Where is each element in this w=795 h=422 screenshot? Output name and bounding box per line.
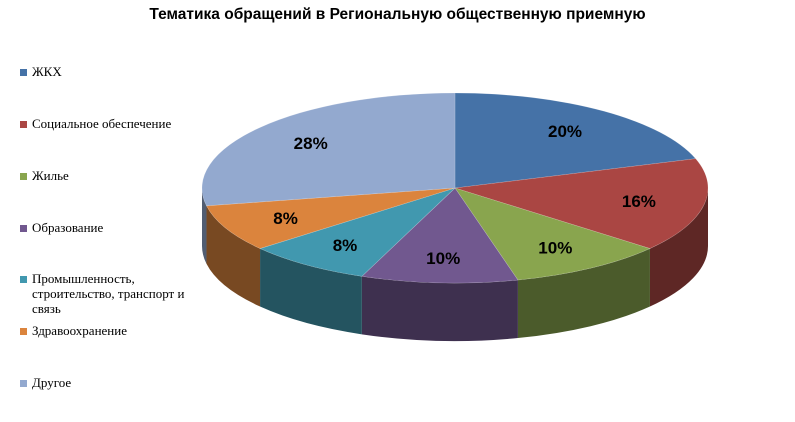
pie-slice-side [260,248,362,335]
pie-value-label: 16% [622,192,656,211]
pie-slice-side [649,188,708,307]
legend-item: Социальное обеспечение [20,116,207,131]
legend-item: Жилье [20,168,207,183]
pie-side-walls [202,188,708,341]
pie-value-label: 10% [538,238,572,257]
pie-slice-side [206,205,261,307]
legend-label: Жилье [32,168,69,183]
legend-label: ЖКХ [32,64,62,79]
pie-value-label: 8% [273,209,298,228]
legend-item: Образование [20,220,207,235]
legend-item: Здравоохранение [20,323,207,338]
pie-slice [454,187,651,281]
pie-slice-side [517,248,650,339]
pie-slice-side [202,188,207,264]
pie-value-label: 20% [548,122,582,141]
pie-slice-side [361,276,518,341]
legend-swatch [20,380,27,387]
pie-slice [454,92,697,189]
legend-swatch [20,173,27,180]
legend-item: Промышленность, строительство, транспорт… [20,271,207,316]
pie-slice [454,158,709,249]
legend-label: Другое [32,375,72,390]
legend-swatch [20,225,27,232]
legend-swatch [20,328,27,335]
legend-item: ЖКХ [20,64,207,79]
legend-swatch [20,276,27,283]
pie-top [201,92,709,284]
legend-label: Образование [32,220,104,235]
legend-swatch [20,121,27,128]
legend-label: Социальное обеспечение [32,116,172,131]
pie-value-label: 8% [333,236,358,255]
legend-item: Другое [20,375,207,390]
legend-label: Промышленность, строительство, транспорт… [32,271,185,316]
pie-slice [206,187,456,249]
pie-value-label: 10% [426,249,460,268]
chart-title: Тематика обращений в Региональную общест… [149,6,646,23]
pie-slice [361,187,519,284]
pie-value-label: 28% [294,134,328,153]
pie-slice [259,187,456,277]
legend-swatch [20,69,27,76]
legend-label: Здравоохранение [32,323,127,338]
pie-slice [201,92,456,207]
